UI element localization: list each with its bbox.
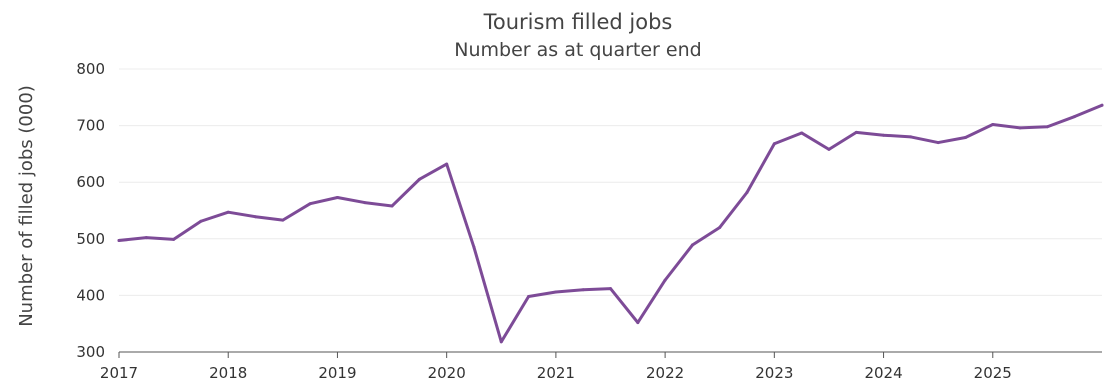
x-tick-label: 2024 <box>864 364 902 382</box>
data-point <box>417 177 421 181</box>
data-point <box>144 236 148 240</box>
y-tick-label: 700 <box>76 117 105 135</box>
x-tick-labels: 2017 2018 2019 2020 2021 2022 2023 2024 2025 <box>100 364 1012 382</box>
x-tick-label: 2023 <box>755 364 793 382</box>
data-point <box>909 135 913 139</box>
data-point <box>335 195 339 199</box>
data-point <box>554 290 558 294</box>
y-axis-label: Number of filled jobs (000) <box>16 85 37 327</box>
data-point <box>827 147 831 151</box>
data-point <box>363 201 367 205</box>
data-point <box>281 218 285 222</box>
data-point <box>445 162 449 166</box>
data-point <box>772 142 776 146</box>
data-point <box>199 219 203 223</box>
data-point <box>963 135 967 139</box>
data-point <box>800 131 804 135</box>
data-point <box>854 130 858 134</box>
data-point <box>991 122 995 126</box>
data-point <box>472 245 476 249</box>
x-tick-label: 2018 <box>209 364 247 382</box>
y-tick-labels: 300 400 500 600 700 800 <box>76 60 105 361</box>
data-point <box>527 295 531 299</box>
y-tick-label: 800 <box>76 60 105 78</box>
data-point <box>1045 125 1049 129</box>
chart-subtitle: Number as at quarter end <box>454 39 701 61</box>
gridlines <box>119 68 1102 296</box>
x-tick-label: 2017 <box>100 364 138 382</box>
data-point <box>690 243 694 247</box>
data-point <box>499 340 503 344</box>
data-point <box>936 141 940 145</box>
data-point <box>1100 103 1104 107</box>
y-tick-label: 400 <box>76 286 105 304</box>
data-point <box>718 225 722 229</box>
data-point <box>390 204 394 208</box>
series-layer <box>117 103 1104 344</box>
data-point <box>117 238 121 242</box>
data-point <box>636 321 640 325</box>
data-point <box>745 190 749 194</box>
x-tick-label: 2020 <box>428 364 466 382</box>
axes <box>118 351 1102 358</box>
data-point <box>609 287 612 291</box>
x-tick-label: 2022 <box>646 364 684 382</box>
data-point <box>1018 126 1022 130</box>
y-tick-label: 300 <box>76 343 105 361</box>
data-point <box>1073 115 1077 119</box>
data-point <box>226 210 230 214</box>
series-line <box>117 103 1104 344</box>
data-point <box>172 237 176 241</box>
y-tick-label: 500 <box>76 230 105 248</box>
x-tick-label: 2019 <box>318 364 356 382</box>
data-point <box>663 278 667 282</box>
data-point <box>882 133 886 137</box>
data-point <box>308 202 312 206</box>
x-tick-label: 2025 <box>974 364 1012 382</box>
chart-title: Tourism filled jobs <box>483 10 673 34</box>
data-point <box>254 215 258 219</box>
x-tick-label: 2021 <box>537 364 575 382</box>
y-tick-label: 600 <box>76 173 105 191</box>
data-point <box>581 288 585 292</box>
